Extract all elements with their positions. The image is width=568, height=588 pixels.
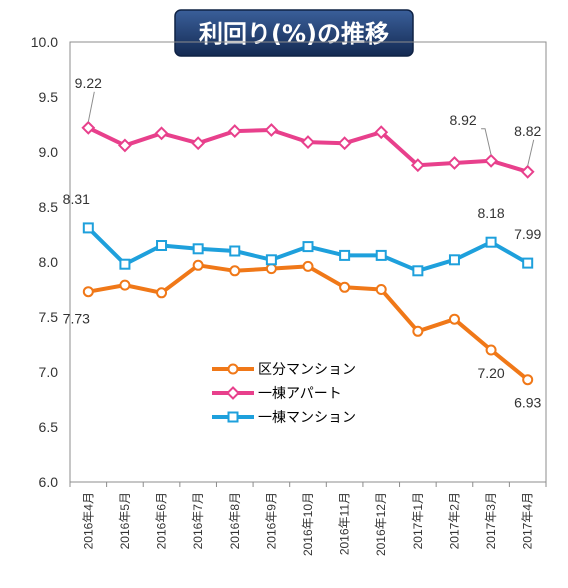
series-0-point	[375, 284, 387, 295]
series-1-point	[227, 124, 242, 139]
y-tick-label: 8.5	[39, 199, 59, 215]
series-0-point	[265, 263, 277, 275]
series-0-point	[412, 325, 424, 337]
data-labels: 9.22 8.92 8.82 8.31 8.18 7.99 7.73 7.20 6.93	[63, 75, 542, 411]
data-label: 8.18	[477, 205, 504, 221]
series-0-point	[229, 265, 241, 277]
series-1-point	[374, 125, 389, 140]
series-0-point	[339, 281, 351, 293]
y-tick-label: 9.0	[39, 144, 59, 160]
x-tick-label: 2017年1月	[411, 492, 425, 549]
x-tick-label: 2016年7月	[191, 492, 205, 549]
data-label: 8.31	[63, 191, 90, 207]
data-label: 6.93	[514, 395, 541, 411]
y-tick-label: 8.0	[39, 254, 59, 270]
series-0-point	[485, 344, 497, 356]
series-0-point	[522, 374, 534, 386]
y-tick-label: 7.5	[39, 309, 59, 325]
x-tick-label: 2016年8月	[228, 492, 242, 549]
data-label: 7.99	[514, 226, 541, 242]
series-2-point	[156, 240, 168, 251]
x-tick-label: 2016年10月	[301, 492, 315, 556]
x-tick-label: 2016年4月	[81, 492, 95, 549]
legend-label-0: 区分マンション	[258, 361, 356, 377]
series-2-point	[339, 249, 351, 261]
series-2-point	[82, 222, 94, 234]
data-label: 7.73	[63, 311, 90, 327]
series-2-point	[302, 241, 314, 253]
legend-label-2: 一棟マンション	[258, 409, 356, 425]
series-1-point	[264, 123, 279, 137]
series-2-point	[375, 249, 387, 261]
x-axis: 2016年4月 2016年5月 2016年6月 2016年7月 2016年8月 2016年…	[69, 482, 547, 556]
series-2-point	[229, 245, 241, 257]
series-1-point	[337, 136, 352, 151]
y-tick-label: 6.0	[39, 474, 59, 490]
series-0-point	[448, 313, 460, 325]
plot-area	[69, 41, 547, 483]
series-1-point	[301, 135, 315, 150]
data-label-leader	[481, 128, 492, 155]
chart-title: 利回り(%)の推移	[174, 9, 414, 57]
data-label: 9.22	[75, 75, 102, 91]
series-1-point	[118, 138, 132, 153]
x-tick-label: 2017年2月	[447, 492, 461, 549]
series-1-point	[447, 156, 462, 170]
series-0-point	[82, 286, 94, 298]
data-label-leader	[87, 91, 95, 122]
series-2-point	[412, 265, 424, 277]
series-1-point	[410, 158, 425, 173]
x-tick-label: 2016年9月	[264, 492, 278, 549]
title-box	[174, 9, 414, 57]
series-0-point	[302, 260, 314, 272]
series-1-point	[81, 120, 96, 135]
legend-label-1: 一棟アパート	[258, 385, 342, 401]
y-axis: 6.0 6.5 7.0 7.5 8.0 8.5 9.0 9.5 10.0	[31, 34, 58, 490]
data-label: 8.92	[449, 112, 476, 128]
data-label: 7.20	[477, 365, 504, 381]
x-tick-label: 2016年12月	[374, 492, 388, 556]
x-tick-label: 2017年3月	[484, 492, 498, 549]
data-label-leader	[527, 139, 535, 166]
y-tick-label: 6.5	[39, 419, 59, 435]
series-2-point	[522, 257, 534, 269]
y-tick-label: 9.5	[39, 89, 59, 105]
series-1-point	[154, 126, 169, 141]
series-2-point	[192, 243, 204, 255]
x-tick-label: 2016年6月	[155, 492, 169, 549]
series-1-point	[484, 153, 498, 168]
legend-marker-0	[227, 363, 239, 375]
series-layer	[81, 120, 535, 386]
x-tick-label: 2017年4月	[521, 492, 535, 549]
series-0-point	[119, 279, 131, 291]
series-1-point	[191, 136, 206, 151]
series-2-point	[265, 254, 277, 266]
legend-marker-2	[227, 411, 239, 423]
x-tick-label: 2016年11月	[338, 492, 352, 555]
series-line-1	[87, 125, 529, 174]
series-0-point	[156, 287, 168, 299]
title-text: 利回り(%)の推移	[199, 20, 389, 48]
x-tick-label: 2016年5月	[118, 492, 132, 549]
series-0-point	[192, 259, 204, 271]
y-tick-label: 7.0	[39, 364, 59, 380]
legend-marker-1	[226, 386, 240, 400]
y-tick-label: 10.0	[31, 34, 58, 50]
series-2-point	[485, 236, 497, 248]
series-2-point	[448, 254, 460, 266]
series-2-point	[119, 258, 131, 270]
data-label: 8.82	[514, 123, 541, 139]
series-1-point	[520, 164, 535, 179]
